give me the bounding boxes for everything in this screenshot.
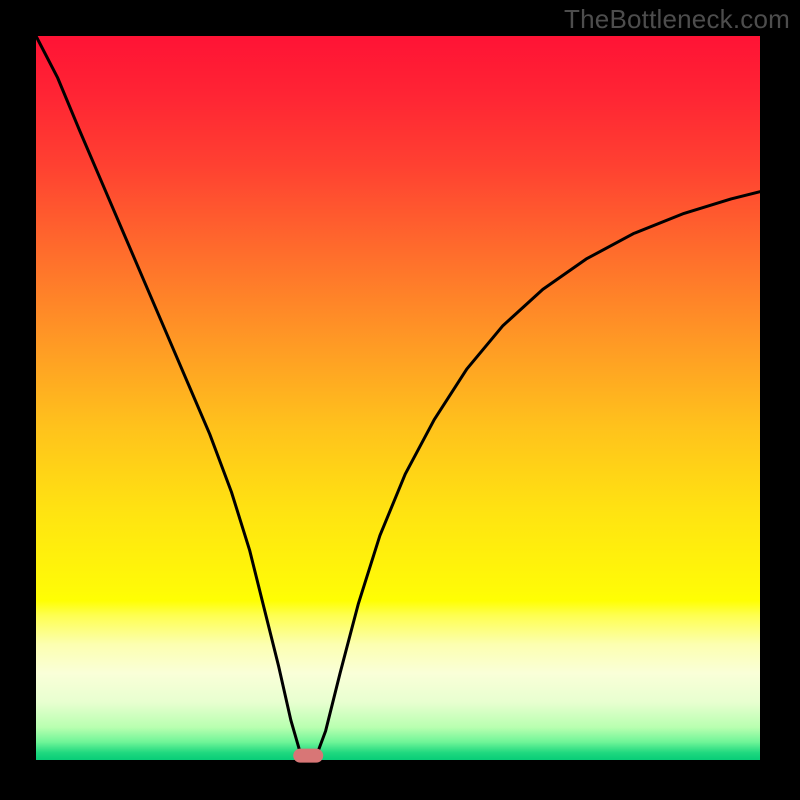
- optimal-marker: [293, 749, 323, 763]
- watermark-text: TheBottleneck.com: [564, 4, 790, 35]
- chart-frame: TheBottleneck.com: [0, 0, 800, 800]
- bottleneck-chart: [0, 0, 800, 800]
- plot-area: [36, 36, 760, 760]
